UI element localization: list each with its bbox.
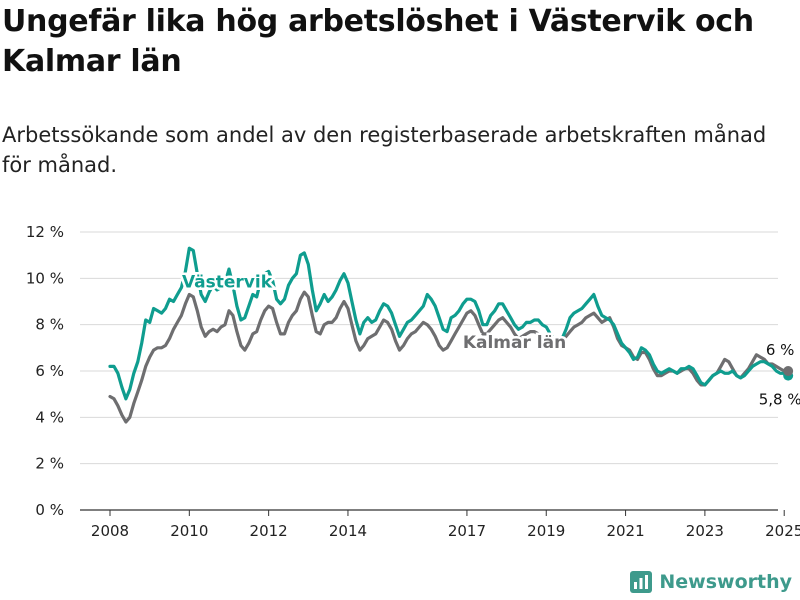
x-tick-label: 2008 bbox=[91, 522, 129, 540]
y-tick-label: 0 % bbox=[35, 501, 64, 519]
brand-name: Newsworthy bbox=[659, 571, 792, 593]
series-label-vastervik: Västervik bbox=[182, 273, 273, 293]
x-tick-label: 2023 bbox=[686, 522, 724, 540]
end-label-kalmar: 6 % bbox=[766, 341, 795, 359]
y-tick-label: 2 % bbox=[35, 455, 64, 473]
x-tick-label: 2014 bbox=[329, 522, 367, 540]
chart-subtitle: Arbetssökande som andel av den registerb… bbox=[2, 123, 767, 177]
label-layer: Västervik Kalmar län 6 % 5,8 % bbox=[179, 270, 800, 411]
newsworthy-logo-icon bbox=[630, 571, 653, 593]
grid-layer bbox=[80, 231, 778, 465]
end-label-vastervik: 5,8 % bbox=[759, 391, 800, 409]
y-tick-label: 6 % bbox=[35, 362, 64, 380]
chart-title: Ungefär lika hög arbetslöshet i Västervi… bbox=[2, 4, 754, 79]
y-tick-label: 10 % bbox=[26, 269, 64, 287]
series-line-vastervik bbox=[108, 246, 790, 401]
brand-logo: Newsworthy bbox=[629, 570, 792, 594]
series-line-kalmar bbox=[108, 290, 790, 424]
series-layer bbox=[108, 246, 794, 424]
x-tick-label: 2010 bbox=[170, 522, 208, 540]
y-tick-label: 8 % bbox=[35, 316, 64, 334]
y-tick-label: 12 % bbox=[26, 223, 64, 241]
series-end-point-kalmar bbox=[783, 366, 794, 376]
x-tick-label: 2019 bbox=[527, 522, 565, 540]
x-tick-label: 2012 bbox=[250, 522, 288, 540]
x-tick-label: 2025 bbox=[765, 522, 800, 540]
x-tick-label: 2017 bbox=[448, 522, 486, 540]
series-label-kalmar: Kalmar län bbox=[463, 333, 566, 353]
y-tick-label: 4 % bbox=[35, 408, 64, 426]
line-chart: 0 % 2 % 4 % 6 % 8 % 10 % 12 % 2008 2010 2012 2014 2… bbox=[26, 223, 800, 540]
axis-layer: 0 % 2 % 4 % 6 % 8 % 10 % 12 % 2008 2010 2012 2014 2… bbox=[26, 223, 800, 540]
x-tick-label: 2021 bbox=[606, 522, 644, 540]
